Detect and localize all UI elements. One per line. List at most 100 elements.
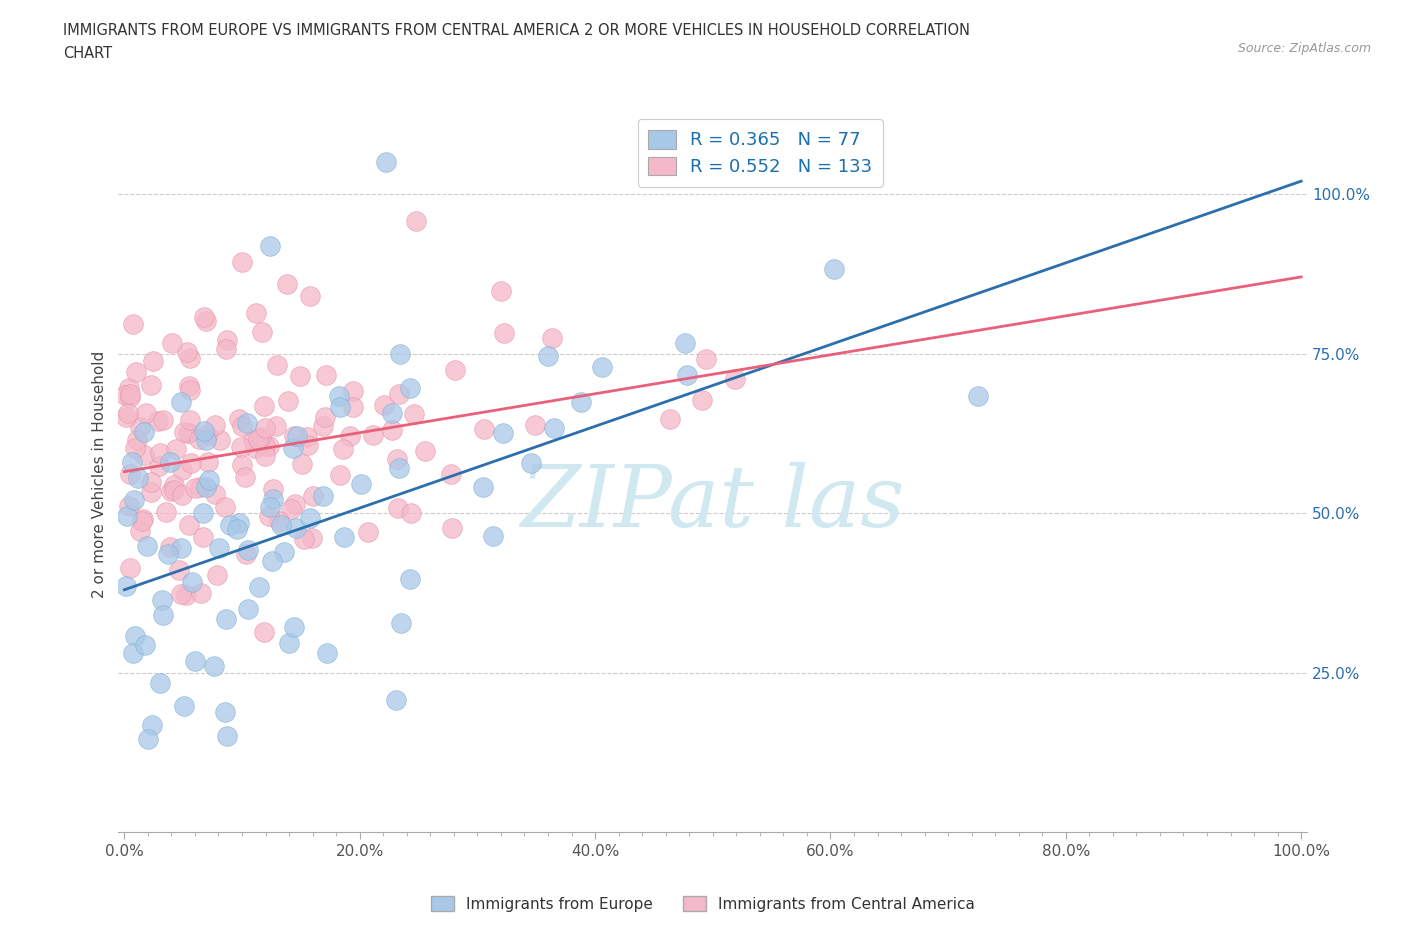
Point <box>402 406 425 421</box>
Point <box>139 475 162 490</box>
Point <box>152 413 174 428</box>
Legend: Immigrants from Europe, Immigrants from Central America: Immigrants from Europe, Immigrants from … <box>425 889 981 918</box>
Point <box>569 394 592 409</box>
Point <box>361 428 384 443</box>
Point <box>191 529 214 544</box>
Point <box>298 288 321 303</box>
Point <box>591 359 613 374</box>
Point <box>124 629 146 644</box>
Point <box>235 547 257 562</box>
Point <box>277 393 299 408</box>
Point <box>156 547 179 562</box>
Point <box>262 491 284 506</box>
Point <box>120 560 142 575</box>
Point <box>179 413 201 428</box>
Point <box>217 332 239 347</box>
Point <box>194 432 217 447</box>
Point <box>673 336 696 351</box>
Point <box>481 528 503 543</box>
Point <box>399 505 422 520</box>
Point <box>214 705 236 720</box>
Point <box>283 429 305 444</box>
Point <box>170 463 193 478</box>
Point <box>179 382 201 397</box>
Point <box>302 488 325 503</box>
Point <box>342 399 364 414</box>
Point <box>267 513 290 528</box>
Point <box>329 399 352 414</box>
Point <box>217 729 239 744</box>
Point <box>385 693 408 708</box>
Point <box>391 616 413 631</box>
Point <box>524 418 547 432</box>
Point <box>204 418 226 432</box>
Point <box>253 439 276 454</box>
Point <box>121 455 143 470</box>
Legend: R = 0.365   N = 77, R = 0.552   N = 133: R = 0.365 N = 77, R = 0.552 N = 133 <box>638 119 883 187</box>
Point <box>127 471 149 485</box>
Point <box>120 386 142 401</box>
Point <box>180 455 202 470</box>
Text: IMMIGRANTS FROM EUROPE VS IMMIGRANTS FROM CENTRAL AMERICA 2 OR MORE VEHICLES IN : IMMIGRANTS FROM EUROPE VS IMMIGRANTS FRO… <box>63 23 970 38</box>
Point <box>236 416 259 431</box>
Point <box>247 580 270 595</box>
Point <box>266 358 288 373</box>
Point <box>194 479 217 494</box>
Point <box>179 379 201 393</box>
Point <box>173 698 195 713</box>
Point <box>215 612 238 627</box>
Point <box>257 438 280 453</box>
Point <box>264 418 287 433</box>
Point <box>165 442 187 457</box>
Point <box>472 480 495 495</box>
Text: ZIPat las: ZIPat las <box>520 462 905 545</box>
Point <box>333 529 356 544</box>
Point <box>176 344 198 359</box>
Point <box>139 485 162 499</box>
Point <box>443 363 465 378</box>
Point <box>231 255 253 270</box>
Point <box>315 367 337 382</box>
Point <box>193 423 215 438</box>
Point <box>160 336 183 351</box>
Point <box>179 351 201 365</box>
Point <box>228 515 250 530</box>
Point <box>173 425 195 440</box>
Point <box>489 284 512 299</box>
Point <box>695 352 717 366</box>
Point <box>117 405 139 420</box>
Point <box>659 411 682 426</box>
Point <box>314 410 336 425</box>
Text: Source: ZipAtlas.com: Source: ZipAtlas.com <box>1237 42 1371 55</box>
Point <box>242 432 264 447</box>
Point <box>329 467 352 482</box>
Point <box>245 441 267 456</box>
Point <box>405 214 427 229</box>
Point <box>114 388 136 403</box>
Point <box>474 421 496 436</box>
Point <box>125 432 148 447</box>
Point <box>215 341 238 356</box>
Point <box>284 497 307 512</box>
Point <box>236 542 259 557</box>
Point <box>170 487 193 502</box>
Point <box>385 451 408 466</box>
Point <box>259 238 281 253</box>
Point <box>253 625 276 640</box>
Point <box>184 480 207 495</box>
Point <box>257 509 280 524</box>
Point <box>389 347 412 362</box>
Point <box>291 457 314 472</box>
Point <box>115 409 138 424</box>
Point <box>219 517 242 532</box>
Point <box>297 437 319 452</box>
Point <box>312 418 335 433</box>
Point <box>169 540 191 555</box>
Point <box>253 399 276 414</box>
Point <box>121 316 143 331</box>
Text: CHART: CHART <box>63 46 112 61</box>
Point <box>208 541 231 556</box>
Point <box>332 442 354 457</box>
Point <box>250 430 273 445</box>
Point <box>350 476 373 491</box>
